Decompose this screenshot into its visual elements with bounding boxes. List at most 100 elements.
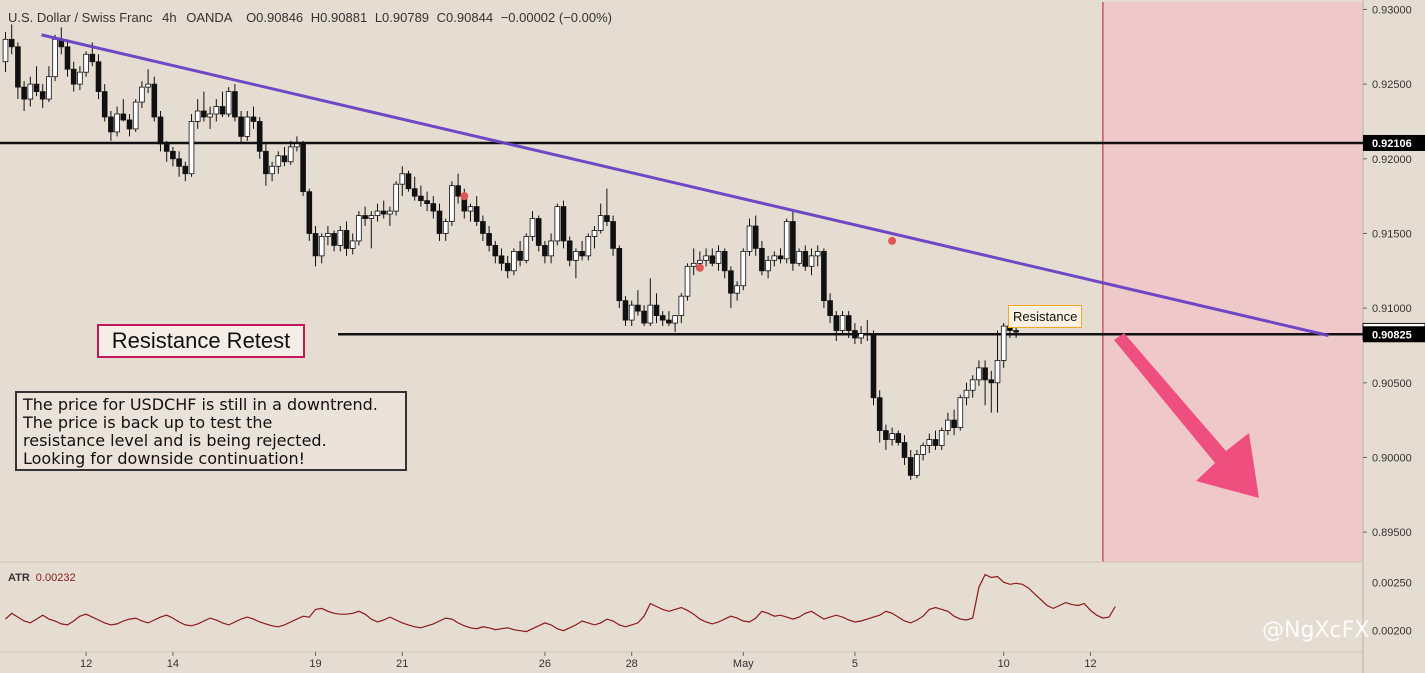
signal-dot [888,236,897,245]
price-tick-label: 0.92000 [1372,154,1412,166]
candle-body [535,218,542,246]
downtrend-line [41,33,1329,337]
candle-body [312,233,319,257]
candle-body [845,315,852,331]
candle-body [449,185,455,222]
watermark: @NgXcFX [1262,618,1370,643]
candle-body [368,215,375,219]
candle-body [238,116,244,137]
time-tick-label: 12 [80,658,92,670]
candle-body [176,158,182,167]
candle-body [399,173,406,185]
candle-body [895,433,902,443]
candle-body [244,116,251,137]
candle-body [591,230,598,237]
price-tick-label: 0.90500 [1372,378,1412,390]
candle-body [473,206,480,222]
atr-legend: ATR 0.00232 [8,572,76,584]
level-price-tag [1363,326,1425,343]
low-value: L0.90789 [374,10,430,25]
candle-body [182,165,189,175]
candle-body [957,397,964,429]
candle-body [579,250,585,257]
candle-body [982,367,988,381]
candle-body [554,206,561,242]
candle-body [504,262,511,272]
candle-body [294,143,300,148]
candle-body [814,250,821,257]
candle-body [101,91,108,118]
resistance-label[interactable]: Resistance [1008,305,1083,328]
candle-body [969,379,976,391]
candle-body [715,250,722,264]
candle-body [132,101,139,130]
candle-body [610,221,616,249]
symbol-header: U.S. Dollar / Swiss Franc 4h OANDA O0.90… [8,10,612,25]
close-value: C0.90844 [436,10,494,25]
candle-body [52,38,58,78]
candle-body [492,245,499,257]
candle-body [963,389,970,399]
candle-body [1013,330,1019,333]
candle-body [33,83,40,92]
candle-body [27,83,34,100]
time-tick-label: 10 [998,658,1010,670]
candle-body [263,150,269,175]
candle-body [139,86,145,103]
candle-body [839,315,846,331]
candle-body [932,439,939,446]
price-tick-label: 0.90000 [1372,452,1412,464]
resistance-retest-box[interactable]: Resistance Retest [97,324,305,358]
candle-body [901,442,908,458]
candle-body [194,110,201,122]
candle-body [672,315,678,324]
symbol-name[interactable]: U.S. Dollar / Swiss Franc [8,10,153,25]
candle-body [89,53,96,63]
candle-body [95,61,102,93]
candle-body [387,210,393,215]
candle-body [548,240,554,257]
level-price-tag [1363,134,1425,151]
candle-body [517,250,523,261]
candle-body [480,221,486,234]
candle-body [405,173,412,190]
price-tick-label: 0.91000 [1372,303,1412,315]
candle-body [8,38,15,48]
signal-dot [695,263,704,272]
candle-body [876,397,883,431]
candle-body [207,113,213,118]
broker-label: OANDA [186,10,233,25]
candle-body [976,367,982,381]
candle-body [64,46,71,70]
candle-body [690,262,697,267]
candle-body [752,225,759,249]
candle-body [418,195,424,202]
candle-body [566,240,573,261]
candle-body [15,46,21,88]
candle-body [852,330,858,339]
candle-body [21,86,27,100]
price-tick-label: 0.89500 [1372,527,1412,539]
level-price-label: 0.92106 [1372,138,1412,150]
candle-body [2,38,9,63]
candle-body [250,116,257,122]
candle-body [486,233,492,246]
candle-body [362,215,368,219]
candle-body [647,304,654,324]
candle-body [883,430,889,440]
candle-body [46,76,52,100]
note-line: Looking for downside continuation! [23,449,306,468]
analysis-note-box[interactable]: The price for USDCHF is still in a downt… [15,391,407,471]
candle-body [256,121,263,152]
candle-body [697,259,703,264]
timeframe-label[interactable]: 4h [162,10,177,25]
candle-body [740,250,747,287]
candle-body [597,215,604,231]
candle-body [120,113,127,121]
time-tick-label: 28 [626,658,638,670]
candle-body [907,457,914,476]
candle-body [827,300,833,316]
time-tick-label: 19 [309,658,321,670]
candle-body [467,206,474,212]
